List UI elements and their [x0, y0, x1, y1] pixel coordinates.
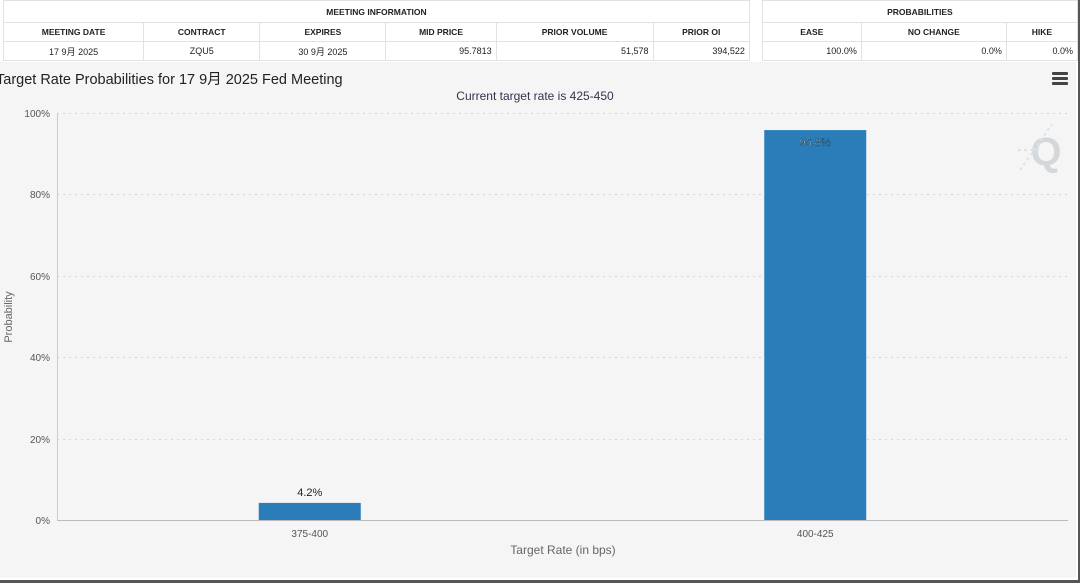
bar-400-425[interactable]	[764, 130, 867, 520]
table-row: 17 9月 2025 ZQU5 30 9月 2025 95.7813 51,57…	[2, 41, 1079, 61]
probabilities-header: PROBABILITIES	[761, 0, 1079, 23]
y-tick-label: 20%	[30, 435, 50, 446]
y-axis-label: Probability	[3, 291, 15, 343]
y-tick-label: 0%	[36, 516, 51, 527]
col-meeting-date: MEETING DATE	[2, 22, 145, 42]
cell-no-change: 0.0%	[860, 41, 1007, 61]
col-mid-price: MID PRICE	[385, 22, 497, 42]
bar-chart: Current target rate is 425-450 4.2% 95.8%…	[3, 89, 1068, 557]
q-logo-watermark: Q	[1018, 123, 1062, 174]
col-prior-oi: PRIOR OI	[652, 22, 750, 42]
col-no-change: NO CHANGE	[860, 22, 1007, 42]
chart-subtitle: Current target rate is 425-450	[456, 89, 614, 103]
col-hike: HIKE	[1005, 22, 1079, 42]
y-tick-label: 60%	[30, 272, 50, 283]
x-tick-label: 400-425	[797, 529, 834, 540]
hamburger-menu-icon[interactable]	[1052, 72, 1068, 86]
meeting-information-header: MEETING INFORMATION	[3, 0, 750, 23]
cell-expires: 30 9月 2025	[259, 41, 387, 61]
col-expires: EXPIRES	[259, 22, 387, 42]
col-contract: CONTRACT	[143, 22, 261, 42]
y-tick-label: 80%	[30, 190, 50, 201]
cell-mid-price: 95.7813	[385, 41, 497, 61]
cell-prior-volume: 51,578	[495, 41, 654, 61]
col-ease: EASE	[761, 22, 862, 42]
x-tick-label: 375-400	[291, 529, 328, 540]
chart-area: Target Rate Probabilities for 17 9月 2025…	[0, 62, 1076, 578]
cell-ease: 100.0%	[761, 41, 862, 61]
col-prior-volume: PRIOR VOLUME	[495, 22, 654, 42]
y-tick-label: 40%	[30, 353, 50, 364]
cell-meeting-date: 17 9月 2025	[2, 41, 145, 61]
y-tick-label: 100%	[24, 109, 50, 120]
chart-title: Target Rate Probabilities for 17 9月 2025…	[0, 72, 343, 88]
x-axis-label: Target Rate (in bps)	[510, 543, 615, 557]
data-label: 4.2%	[297, 487, 322, 499]
cell-prior-oi: 394,522	[652, 41, 750, 61]
cell-hike: 0.0%	[1005, 41, 1079, 61]
meeting-info-table: MEETING INFORMATION PROBABILITIES MEETIN…	[2, 0, 1079, 61]
bar-375-400[interactable]	[258, 502, 361, 520]
cell-contract: ZQU5	[143, 41, 261, 61]
svg-text:Q: Q	[1030, 130, 1061, 174]
data-label: 95.8%	[800, 137, 831, 149]
